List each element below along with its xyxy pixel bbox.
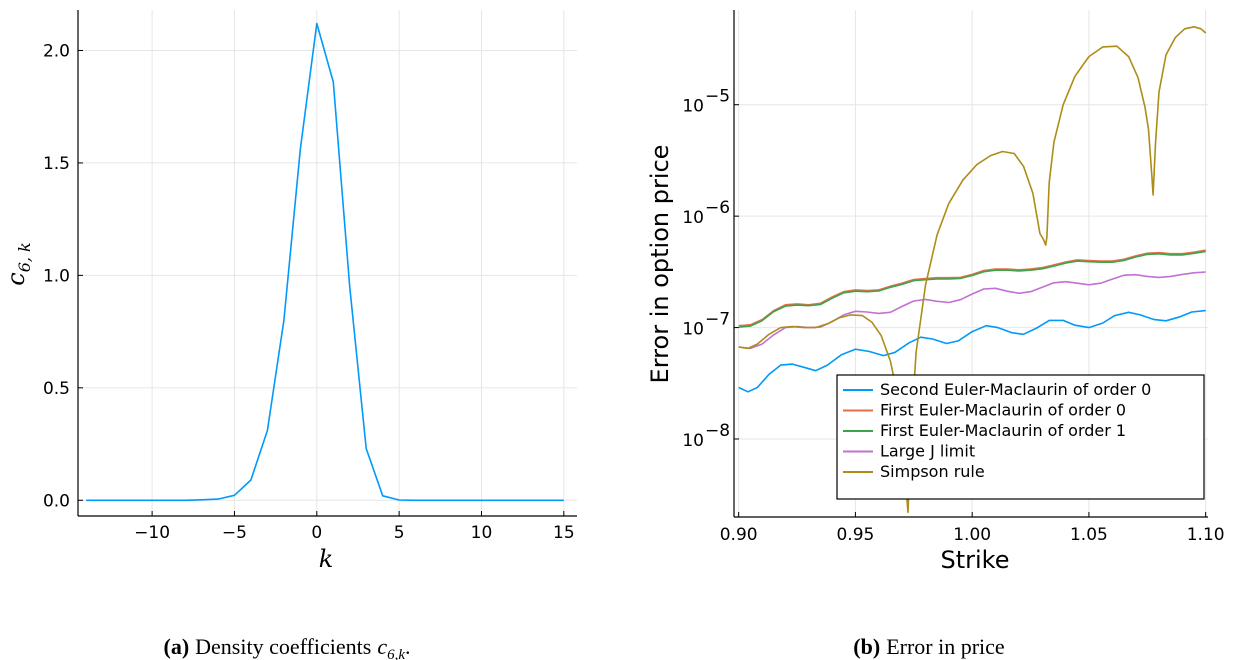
panel-b-legend-label: Large J limit: [880, 442, 975, 461]
panel-b-series-line-2: [738, 250, 1206, 328]
panel-b-legend-label: Simpson rule: [880, 462, 985, 481]
panel-a-y-label-sub: 6, k: [15, 242, 34, 272]
panel-b-series-line-0: [738, 309, 1206, 393]
panel-a-series-line: [86, 22, 564, 502]
panel-a-y-tick-label: 1.0: [43, 266, 70, 286]
caption-a-math: c: [377, 634, 387, 659]
panel-b-series-line-1: [738, 249, 1206, 327]
panel-b-x-tick-label: 1.00: [953, 525, 991, 545]
panel-a-x-tick-label: 0: [311, 523, 322, 543]
panel-a-density-coefficients: −10 −5 0 5 10 15 0.0 0.5 1.0 1.5 2.0 k c6, k: [2, 10, 577, 573]
panel-b-legend-label: First Euler-Maclaurin of order 1: [880, 421, 1126, 440]
panel-b-x-tick-label: 1.05: [1070, 525, 1108, 545]
panel-a-y-axis-label: c6, k: [2, 242, 34, 286]
panel-b-y-tick-label: 10: [682, 97, 704, 117]
panel-a-y-tick-label: 1.5: [43, 154, 70, 174]
panel-b-y-tick-label: 10: [682, 208, 704, 228]
panel-b-x-tick-label: 1.10: [1187, 525, 1225, 545]
panel-a-x-tick-label: −10: [134, 523, 170, 543]
svg-text:c6, k: c6, k: [2, 242, 34, 286]
panel-b-y-tick-label: 10: [682, 320, 704, 340]
panel-a-x-tick-label: 10: [471, 523, 493, 543]
panel-b-y-tick-exponent: −5: [705, 87, 730, 107]
panel-b-x-tick-label: 0.95: [836, 525, 874, 545]
panel-b-legend-label: Second Euler-Maclaurin of order 0: [880, 380, 1151, 399]
panel-b-y-axis-label: Error in option price: [646, 145, 674, 384]
caption-a-label: (a): [164, 634, 190, 659]
panel-a-series: [86, 22, 564, 502]
panel-a-y-tick-label: 0.5: [43, 379, 70, 399]
caption-a-sub: 6,k: [387, 647, 405, 660]
panel-b-y-tick-exponent: −7: [705, 310, 730, 330]
caption-b: (b) Error in price: [853, 634, 1004, 659]
panel-a-grid: [78, 10, 577, 516]
panel-a-axes: [77, 10, 577, 517]
panel-a-y-label-base: c: [2, 272, 30, 285]
panel-a-y-tick-label: 0.0: [43, 491, 70, 511]
panel-b-y-tick-exponent: −8: [705, 421, 730, 441]
caption-a-text: Density coefficients: [195, 634, 371, 659]
panel-b-x-tick-label: 0.90: [720, 525, 758, 545]
caption-a-end: .: [405, 634, 411, 659]
caption-b-text: Error in price: [886, 634, 1005, 659]
panel-b-x-axis-label: Strike: [941, 546, 1010, 574]
panel-b-y-tick-label: 10: [682, 431, 704, 451]
panel-a-x-tick-label: 15: [553, 523, 575, 543]
panel-a-ticks: −10 −5 0 5 10 15 0.0 0.5 1.0 1.5 2.0: [43, 41, 575, 543]
panel-a-x-axis-label: k: [319, 545, 334, 573]
panel-a-x-tick-label: −5: [222, 523, 247, 543]
panel-b-series-line-4: [738, 25, 1207, 514]
caption-a: (a) Density coefficients c6,k.: [164, 634, 411, 660]
panel-a-x-tick-label: 5: [394, 523, 405, 543]
caption-b-label: (b): [853, 634, 880, 659]
panel-b-legend: Second Euler-Maclaurin of order 0 First E…: [836, 374, 1205, 500]
panel-b-legend-label: First Euler-Maclaurin of order 0: [880, 401, 1126, 420]
panel-a-y-tick-label: 2.0: [43, 41, 70, 61]
panel-b-y-tick-exponent: −6: [705, 198, 730, 218]
panel-b-legend-box: [836, 374, 1205, 500]
panel-b-series: [738, 25, 1207, 514]
panel-b-axes: [733, 10, 1208, 518]
